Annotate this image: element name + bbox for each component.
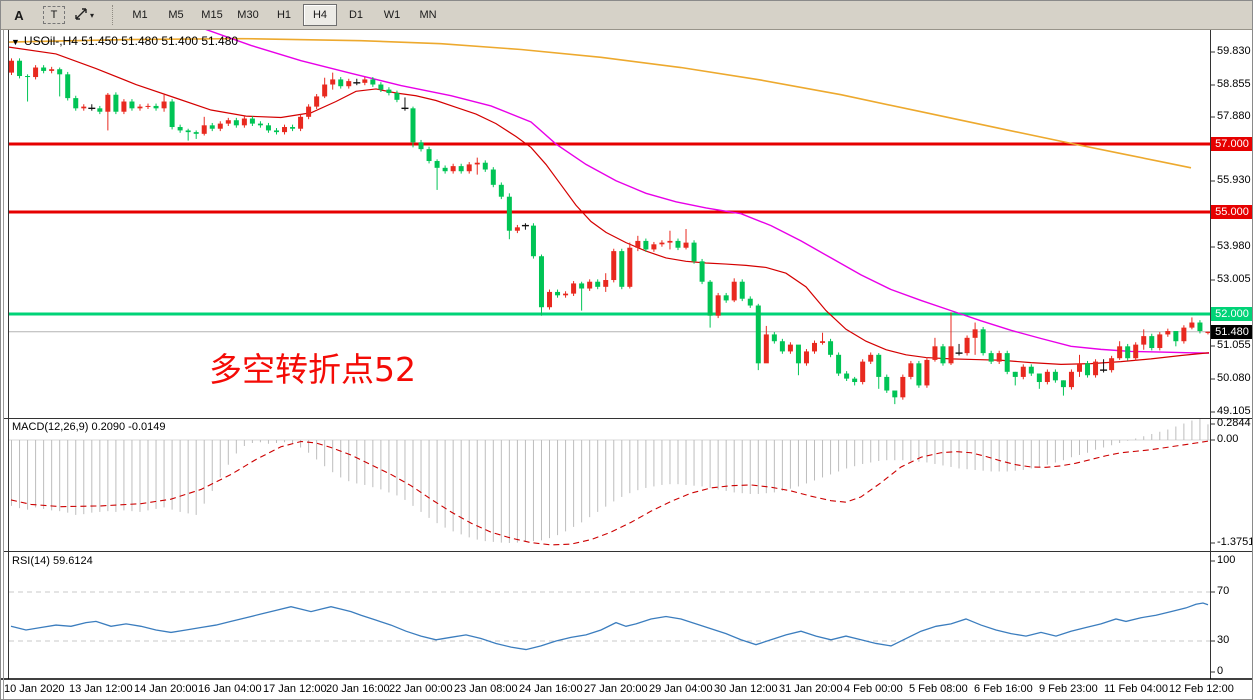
indicator-axis-label: 0 — [1217, 665, 1224, 677]
indicator-axis-label: 0.2844 — [1217, 417, 1251, 429]
arrow-objects-button[interactable]: ▾ — [67, 4, 101, 26]
indicator-axis-label: 30 — [1217, 634, 1230, 646]
chart-title-text: USOil-,H4 51.450 51.480 51.400 51.480 — [23, 34, 239, 48]
rsi-label: RSI(14) 59.6124 — [12, 555, 93, 567]
chart-annotation: 多空转折点52 — [209, 350, 416, 389]
text-tool-button[interactable]: T — [43, 6, 65, 24]
timeframe-button-m5[interactable]: M5 — [168, 9, 184, 21]
timeframe-button-m15[interactable]: M15 — [201, 9, 223, 21]
timeframe-button-d1[interactable]: D1 — [348, 9, 364, 21]
macd-label: MACD(12,26,9) 0.2090 -0.0149 — [12, 421, 166, 433]
time-axis-label: 30 Jan 12:00 — [714, 683, 778, 695]
toolbar-separator — [112, 5, 114, 25]
time-axis-label: 13 Jan 12:00 — [69, 683, 133, 695]
time-axis-label: 23 Jan 08:00 — [454, 683, 518, 695]
price-level-badge: 57.000 — [1211, 137, 1252, 151]
indicator-axis-label: 100 — [1217, 554, 1236, 566]
price-axis-label: 55.930 — [1217, 174, 1251, 186]
chart-title: ▼ USOil-,H4 51.450 51.480 51.400 51.480 — [11, 34, 238, 48]
time-axis-label: 6 Feb 16:00 — [974, 683, 1033, 695]
timeframe-button-m30[interactable]: M30 — [237, 9, 259, 21]
time-axis-label: 4 Feb 00:00 — [844, 683, 903, 695]
time-axis-label: 14 Jan 20:00 — [134, 683, 198, 695]
timeframe-button-w1[interactable]: W1 — [383, 9, 401, 21]
price-level-badge: 51.480 — [1211, 325, 1252, 339]
time-axis-label: 5 Feb 08:00 — [909, 683, 968, 695]
time-axis-label: 11 Feb 04:00 — [1104, 683, 1169, 695]
time-axis-label: 24 Jan 16:00 — [519, 683, 583, 695]
timeframe-button-mn[interactable]: MN — [419, 9, 437, 21]
arrow-objects-icon — [74, 7, 88, 24]
time-axis-label: 22 Jan 00:00 — [389, 683, 453, 695]
timeframe-button-h4[interactable]: H4 — [303, 4, 337, 26]
dropdown-caret-icon: ▾ — [89, 10, 94, 20]
price-axis-label: 51.055 — [1217, 339, 1251, 351]
price-level-badge: 55.000 — [1211, 205, 1252, 219]
collapse-arrow-icon: ▼ — [11, 37, 20, 47]
time-axis-label: 17 Jan 12:00 — [263, 683, 327, 695]
price-level-badge: 52.000 — [1211, 307, 1252, 321]
time-axis-label: 16 Jan 04:00 — [198, 683, 262, 695]
indicator-axis-label: -1.3751 — [1217, 536, 1253, 548]
time-axis-label: 27 Jan 20:00 — [584, 683, 648, 695]
price-axis-label: 49.105 — [1217, 405, 1251, 417]
price-axis-label: 58.855 — [1217, 78, 1251, 90]
timeframe-button-group: M1 M5 M15 M30 H1 H4 D1 W1 MN — [122, 4, 446, 26]
time-axis-label: 9 Feb 23:00 — [1039, 683, 1098, 695]
price-axis-label: 53.005 — [1217, 273, 1251, 285]
time-axis-label: 29 Jan 04:00 — [649, 683, 713, 695]
timeframe-button-m1[interactable]: M1 — [132, 9, 148, 21]
price-axis-label: 53.980 — [1217, 240, 1251, 252]
price-axis-label: 50.080 — [1217, 372, 1251, 384]
text-label-tool-button[interactable]: A — [14, 7, 24, 23]
timeframe-button-h1[interactable]: H1 — [276, 9, 292, 21]
indicator-axis-label: 70 — [1217, 585, 1230, 597]
time-axis-label: 12 Feb 12:00 — [1169, 683, 1234, 695]
time-axis-label: 31 Jan 20:00 — [779, 683, 843, 695]
price-axis-label: 59.830 — [1217, 45, 1251, 57]
indicator-axis-label: 0.00 — [1217, 433, 1239, 445]
time-axis-label: 10 Jan 2020 — [4, 683, 65, 695]
toolbar: A T ▾ M1 M5 M15 M30 H1 H4 D1 W1 MN — [1, 1, 1252, 30]
price-axis-label: 57.880 — [1217, 110, 1251, 122]
time-axis-label: 20 Jan 16:00 — [326, 683, 390, 695]
